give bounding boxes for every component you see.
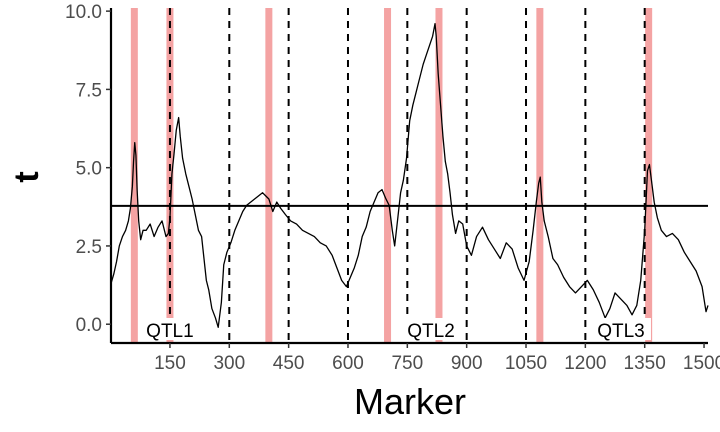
x-tick-label: 1050	[505, 353, 547, 374]
x-tick-label: 1500	[683, 353, 720, 374]
highlight-band-2	[166, 8, 174, 343]
qtl-label-bg-2	[401, 318, 462, 340]
x-tick-label: 750	[391, 353, 423, 374]
x-tick-label: 1200	[564, 353, 606, 374]
series-line-1	[110, 23, 709, 328]
qtl-label-2: QTL2	[407, 321, 455, 342]
marker-dashed-lines	[168, 8, 646, 343]
qtl-label-3: QTL3	[597, 321, 645, 342]
t-statistic-series	[110, 23, 709, 328]
highlight-band-1	[130, 8, 138, 343]
highlight-band-3	[265, 8, 273, 343]
highlight-band-7	[645, 8, 653, 343]
x-axis-title: Marker	[354, 381, 466, 422]
tick-labels: 0.0 2.5 5.0 7.5 10.0 150 300 450 600 750 900 1050 12…	[65, 2, 720, 374]
highlight-band-4	[384, 8, 392, 343]
qtl-label-bg-1	[139, 318, 200, 340]
x-tick-label: 150	[154, 353, 186, 374]
qtl-label-bg-3	[590, 318, 651, 340]
y-axis-title: t	[8, 171, 46, 182]
qtl-label-1: QTL1	[146, 321, 194, 342]
y-tick-label: 5.0	[76, 159, 102, 180]
qtl-labels: QTL1 QTL2 QTL3	[139, 318, 651, 342]
y-tick-label: 2.5	[76, 237, 102, 258]
x-tick-label: 450	[273, 353, 305, 374]
x-tick-label: 600	[332, 353, 364, 374]
highlight-band-6	[536, 8, 544, 343]
x-tick-label: 900	[451, 353, 483, 374]
x-tick-label: 1350	[624, 353, 666, 374]
y-tick-label: 10.0	[65, 2, 102, 23]
highlight-band-5	[435, 8, 443, 343]
axes	[109, 8, 708, 345]
y-tick-label: 0.0	[76, 315, 102, 336]
y-tick-label: 7.5	[76, 80, 102, 101]
x-tick-label: 300	[213, 353, 245, 374]
qtl-highlight-bands	[130, 8, 653, 343]
